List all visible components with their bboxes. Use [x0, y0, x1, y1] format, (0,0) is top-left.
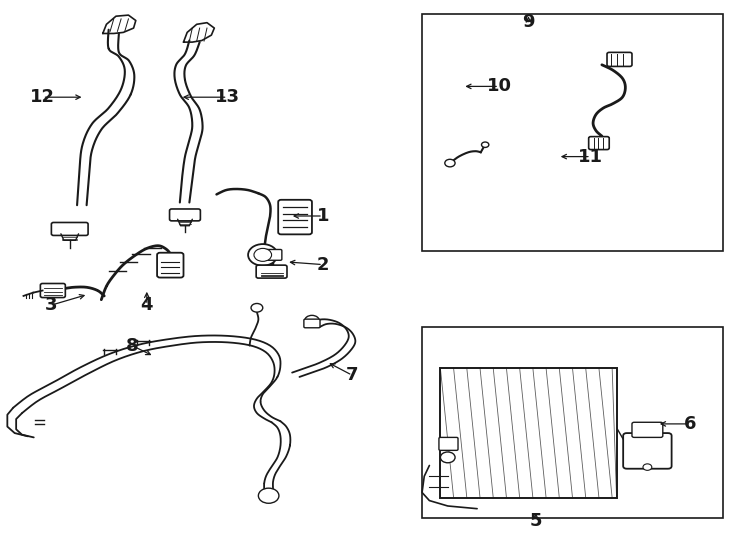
Text: 9: 9 [522, 12, 535, 31]
FancyBboxPatch shape [589, 137, 609, 150]
Circle shape [258, 488, 279, 503]
FancyBboxPatch shape [261, 249, 282, 260]
FancyBboxPatch shape [439, 437, 458, 450]
Text: 4: 4 [140, 296, 153, 314]
FancyBboxPatch shape [256, 265, 287, 278]
FancyBboxPatch shape [304, 319, 320, 328]
Text: 11: 11 [578, 147, 603, 166]
Text: 8: 8 [126, 336, 139, 355]
FancyBboxPatch shape [170, 209, 200, 221]
FancyBboxPatch shape [278, 200, 312, 234]
Text: 2: 2 [316, 255, 330, 274]
Circle shape [482, 142, 489, 147]
Circle shape [643, 464, 652, 470]
FancyBboxPatch shape [623, 433, 672, 469]
Circle shape [254, 248, 272, 261]
Bar [422, 14, 723, 251]
Bar [422, 327, 723, 518]
Bar [440, 368, 617, 498]
Text: 13: 13 [215, 88, 240, 106]
Circle shape [251, 303, 263, 312]
Text: 1: 1 [316, 207, 330, 225]
FancyBboxPatch shape [40, 284, 65, 298]
FancyBboxPatch shape [607, 52, 632, 66]
FancyBboxPatch shape [51, 222, 88, 235]
FancyBboxPatch shape [157, 253, 184, 278]
FancyBboxPatch shape [632, 422, 663, 437]
Text: 5: 5 [529, 512, 542, 530]
Text: 7: 7 [346, 366, 359, 384]
Text: 12: 12 [30, 88, 55, 106]
Text: 6: 6 [683, 415, 697, 433]
Circle shape [305, 315, 319, 326]
Circle shape [440, 452, 455, 463]
Circle shape [248, 244, 277, 266]
Text: 3: 3 [45, 296, 58, 314]
Text: 10: 10 [487, 77, 512, 96]
Circle shape [445, 159, 455, 167]
